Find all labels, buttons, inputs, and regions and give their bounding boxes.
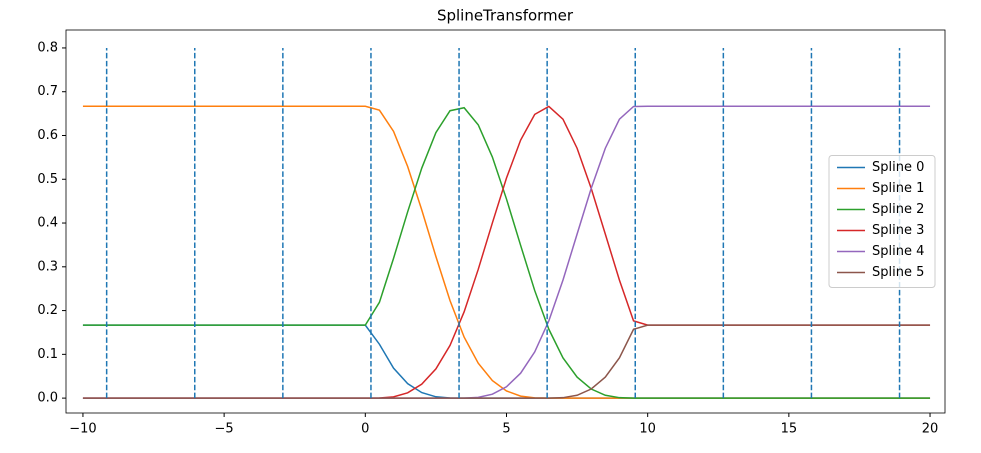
- x-tick-label: 10: [639, 422, 656, 437]
- x-tick-label: 5: [502, 422, 510, 437]
- series-line: [82, 106, 931, 399]
- y-tick-label: 0.0: [37, 391, 58, 406]
- y-tick-label: 0.4: [37, 216, 58, 231]
- legend-label: Spline 3: [872, 223, 924, 238]
- plot-frame: [65, 29, 946, 414]
- y-tick-label: 0.1: [37, 347, 58, 362]
- legend-label: Spline 0: [872, 160, 924, 175]
- legend-label: Spline 2: [872, 202, 924, 217]
- y-tick-label: 0.8: [37, 40, 58, 55]
- chart-title: SplineTransformer: [437, 7, 574, 25]
- series-line: [82, 105, 931, 399]
- y-tick-label: 0.7: [37, 84, 58, 99]
- legend-label: Spline 4: [872, 244, 924, 259]
- y-tick-label: 0.5: [37, 172, 58, 187]
- y-tick-label: 0.2: [37, 303, 58, 318]
- x-tick-label: 20: [922, 422, 939, 437]
- y-tick-label: 0.6: [37, 128, 58, 143]
- x-tick-label: −5: [215, 422, 234, 437]
- series-line: [82, 324, 931, 399]
- x-tick-label: 0: [361, 422, 369, 437]
- x-tick-label: 15: [781, 422, 798, 437]
- y-tick-label: 0.3: [37, 259, 58, 274]
- series-line: [82, 105, 931, 399]
- x-tick-label: −10: [69, 422, 96, 437]
- legend-label: Spline 1: [872, 181, 924, 196]
- legend-label: Spline 5: [872, 265, 924, 280]
- series-line: [82, 105, 931, 399]
